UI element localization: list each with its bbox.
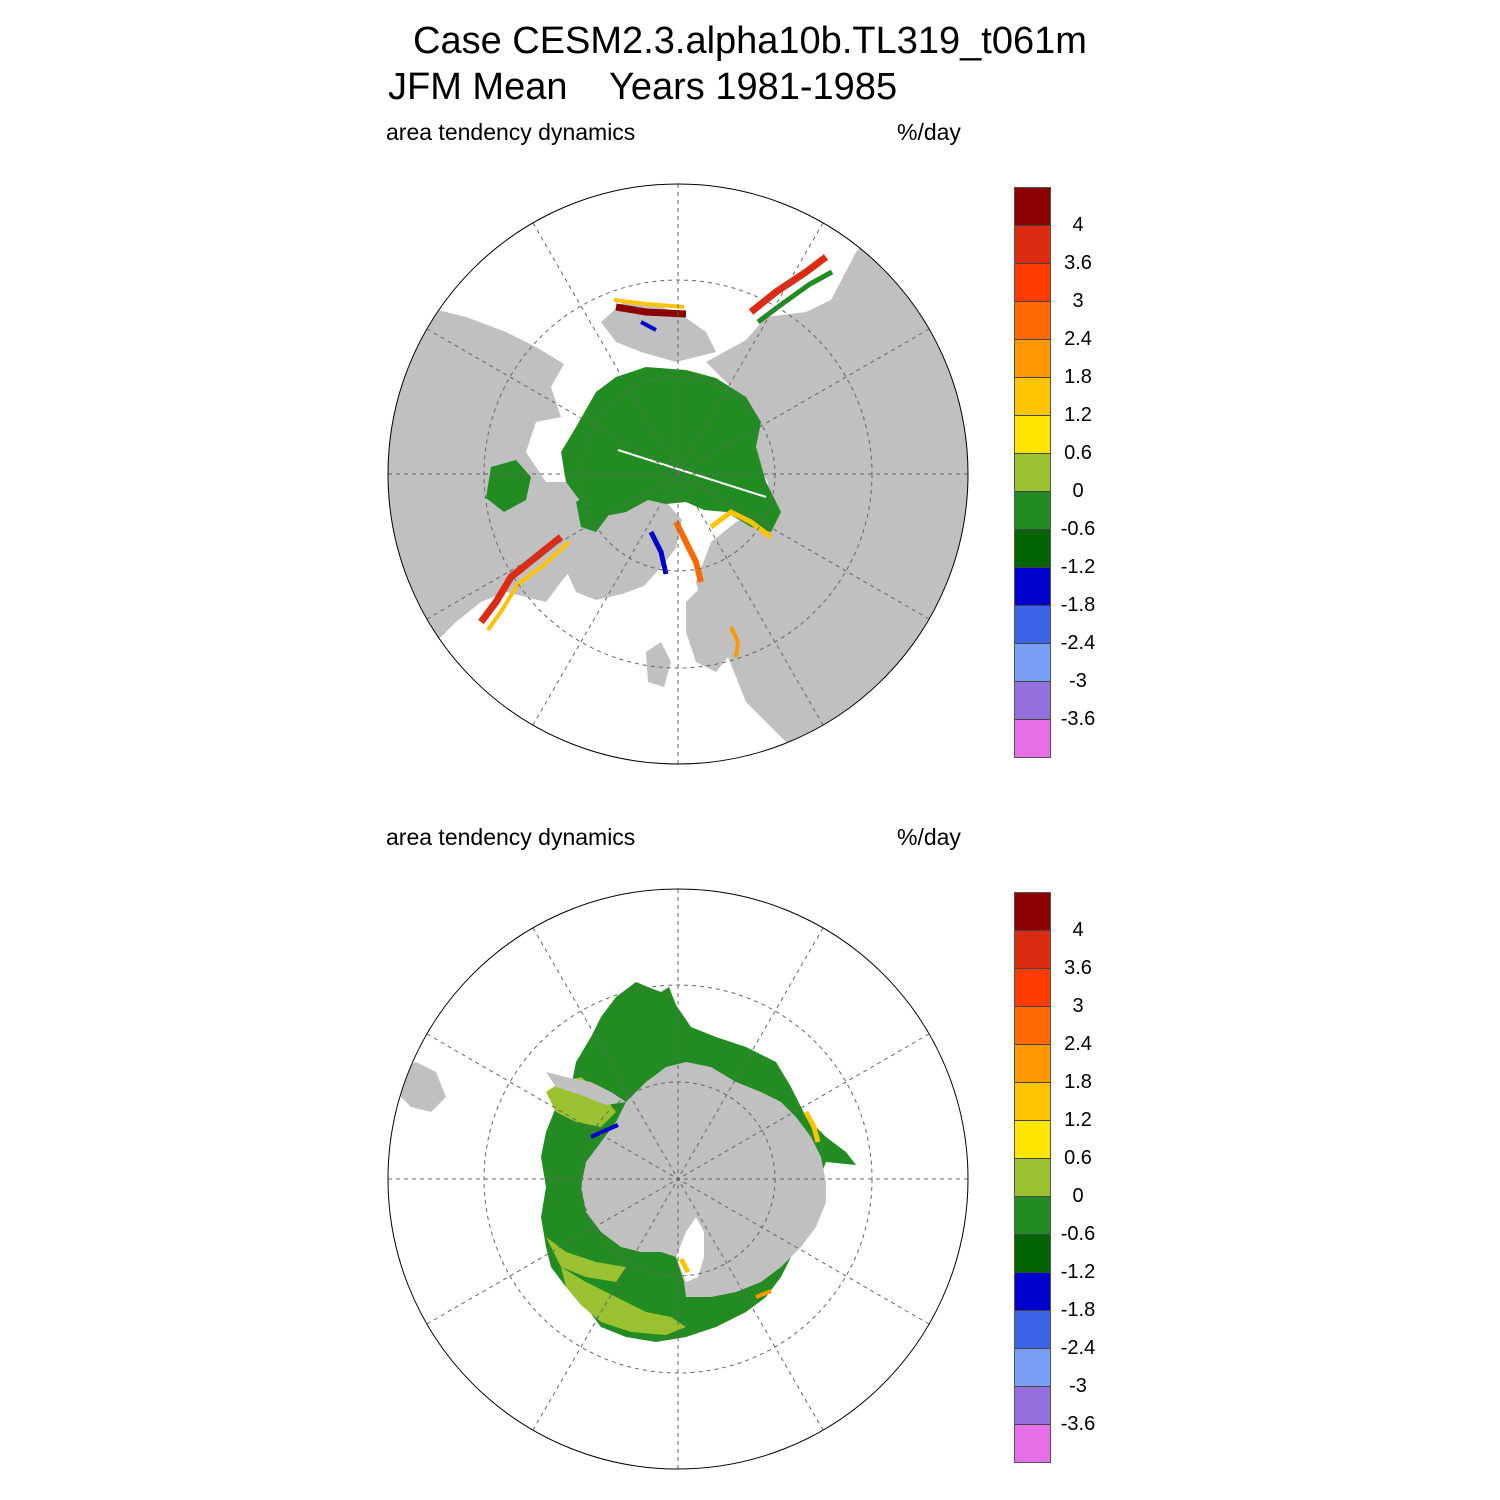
sea-ice-weddell-light xyxy=(546,1077,616,1127)
ice-edge-okhotsk-green xyxy=(756,269,834,324)
colorbar-north-swatch xyxy=(1015,492,1050,530)
colorbar-north-tick-label: -3 xyxy=(1069,670,1087,692)
colorbar-south-tick-label: 0.6 xyxy=(1064,1147,1092,1169)
colorbar-south-tick-label: 3 xyxy=(1072,995,1084,1017)
panel-north-variable-label: area tendency dynamics xyxy=(386,119,636,145)
colorbar-south-tick-label: 2.4 xyxy=(1064,1033,1092,1055)
colorbar-north-tick-label: 4 xyxy=(1072,214,1084,236)
ice-edge-greenland-sea xyxy=(673,520,704,583)
colorbar-south-tick-label: -3 xyxy=(1069,1375,1087,1397)
colorbar-north-swatch xyxy=(1015,454,1050,492)
colorbar-south-swatch xyxy=(1015,1045,1050,1083)
colorbar-south-swatch xyxy=(1015,969,1050,1007)
arctic-polar-map xyxy=(387,183,969,765)
colorbar-north-tick-label: 0.6 xyxy=(1064,442,1092,464)
colorbar-north-tick-label: 3 xyxy=(1072,290,1084,312)
ice-edge-greenland-east-blue xyxy=(648,530,669,575)
panel-north-units-label: %/day xyxy=(897,119,961,145)
ice-edge-east-yellow xyxy=(803,1110,821,1143)
colorbar-south-swatch xyxy=(1015,1311,1050,1349)
antarctic-polar-map xyxy=(387,888,969,1470)
colorbar-north-tick-label: -1.8 xyxy=(1060,594,1096,616)
colorbar-north-swatch xyxy=(1015,340,1050,378)
colorbar-south-tick-label: 1.8 xyxy=(1064,1071,1092,1093)
ice-edge-barents xyxy=(709,509,773,539)
ice-edge-labrador-yellow xyxy=(486,540,571,632)
colorbar-north-swatch xyxy=(1015,530,1050,568)
figure-title-case: Case CESM2.3.alpha10b.TL319_t061m xyxy=(413,20,1087,62)
sea-ice-baffin xyxy=(576,487,611,532)
colorbar-north xyxy=(1014,187,1051,758)
ice-edge-weddell-blue xyxy=(590,1123,619,1139)
ice-edge-okhotsk xyxy=(748,254,829,315)
colorbar-south-tick-label: 4 xyxy=(1072,919,1084,941)
colorbar-south-tick-label: -1.2 xyxy=(1060,1261,1096,1283)
colorbar-north-tick-label: -0.6 xyxy=(1060,518,1096,540)
panel-south-units-label: %/day xyxy=(897,824,961,850)
landmass-antarctic-peninsula xyxy=(546,1072,626,1105)
ice-edge-labrador xyxy=(478,534,564,625)
colorbar-north-swatch xyxy=(1015,378,1050,416)
colorbar-north-tick-label: 0 xyxy=(1072,480,1084,502)
ice-edge-baltic xyxy=(729,626,741,658)
colorbar-north-swatch xyxy=(1015,720,1050,757)
colorbar-south-tick-label: -0.6 xyxy=(1060,1223,1096,1245)
colorbar-south-tick-label: 0 xyxy=(1072,1185,1084,1207)
ice-edge-ross-yellow xyxy=(678,1257,691,1274)
colorbar-south-tick-label: -2.4 xyxy=(1060,1337,1096,1359)
colorbar-south-swatch xyxy=(1015,931,1050,969)
landmass-eurasia xyxy=(696,222,968,764)
colorbar-south xyxy=(1014,892,1051,1463)
sea-ice-hudson-bay xyxy=(486,460,531,512)
colorbar-north-tick-label: -1.2 xyxy=(1060,556,1096,578)
colorbar-north-tick-label: 2.4 xyxy=(1064,328,1092,350)
colorbar-south-swatch xyxy=(1015,1197,1050,1235)
colorbar-north-swatch xyxy=(1015,568,1050,606)
colorbar-south-tick-label: -3.6 xyxy=(1060,1413,1096,1435)
colorbar-south-swatch xyxy=(1015,1273,1050,1311)
colorbar-north-swatch xyxy=(1015,302,1050,340)
colorbar-south-swatch xyxy=(1015,1007,1050,1045)
landmass-south-america-tip xyxy=(396,1062,446,1112)
colorbar-north-tick-label: 3.6 xyxy=(1064,252,1092,274)
colorbar-north-swatch xyxy=(1015,188,1050,226)
colorbar-south-swatch xyxy=(1015,893,1050,931)
graticule-north xyxy=(388,184,968,764)
figure-title-period: JFM Mean Years 1981-1985 xyxy=(388,66,898,108)
colorbar-south-tick-label: 3.6 xyxy=(1064,957,1092,979)
ice-edge-bering-yellow xyxy=(613,298,685,309)
map-boundary xyxy=(387,888,969,1470)
colorbar-north-swatch xyxy=(1015,644,1050,682)
sea-ice-central-arctic xyxy=(561,367,781,532)
sea-ice-amundsen-light xyxy=(546,1237,626,1282)
ice-edge-bering-blue xyxy=(640,320,657,332)
colorbar-south-swatch xyxy=(1015,1159,1050,1197)
colorbar-south-swatch xyxy=(1015,1387,1050,1425)
panel-south-variable-label: area tendency dynamics xyxy=(386,824,636,850)
colorbar-south-swatch xyxy=(1015,1425,1050,1462)
sea-ice-ross-light xyxy=(561,1267,686,1335)
graticule-south xyxy=(388,889,968,1469)
colorbar-north-tick-label: -2.4 xyxy=(1060,632,1096,654)
colorbar-south-swatch xyxy=(1015,1349,1050,1387)
map-boundary xyxy=(387,183,969,765)
landmass-scandinavia xyxy=(686,582,738,672)
landmass-british-isles xyxy=(646,642,671,687)
colorbar-north-swatch xyxy=(1015,226,1050,264)
ice-edge-ross-orange xyxy=(755,1289,772,1299)
colorbar-north-swatch xyxy=(1015,416,1050,454)
colorbar-north-tick-label: 1.2 xyxy=(1064,404,1092,426)
colorbar-north-tick-label: -3.6 xyxy=(1060,708,1096,730)
colorbar-south-tick-label: 1.2 xyxy=(1064,1109,1092,1131)
colorbar-north-swatch xyxy=(1015,682,1050,720)
colorbar-south-swatch xyxy=(1015,1083,1050,1121)
colorbar-south-tick-label: -1.8 xyxy=(1060,1299,1096,1321)
colorbar-south-swatch xyxy=(1015,1121,1050,1159)
ice-edge-bering xyxy=(615,303,687,318)
colorbar-north-swatch xyxy=(1015,264,1050,302)
colorbar-north-tick-label: 1.8 xyxy=(1064,366,1092,388)
landmass-beringia xyxy=(601,300,716,362)
colorbar-south-swatch xyxy=(1015,1235,1050,1273)
colorbar-north-swatch xyxy=(1015,606,1050,644)
